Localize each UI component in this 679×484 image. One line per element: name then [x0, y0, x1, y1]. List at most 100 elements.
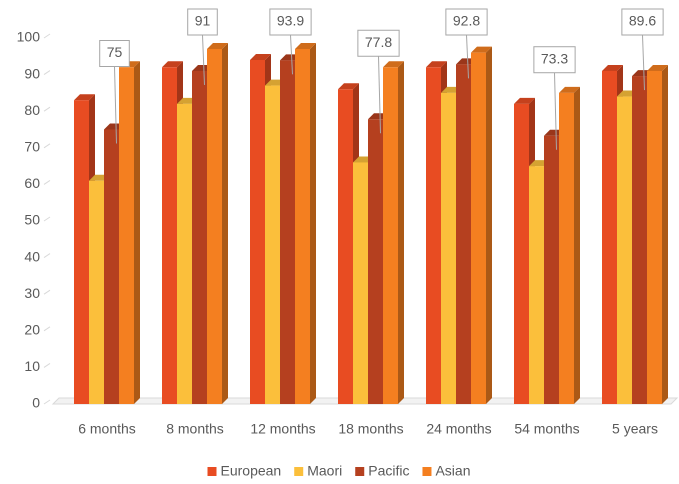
- bar: [559, 92, 574, 405]
- x-tick-label: 5 years: [612, 421, 658, 437]
- y-tick-label: 20: [24, 322, 40, 338]
- callout-box: [621, 8, 664, 36]
- bar: [529, 166, 544, 404]
- data-label: 92.8: [453, 13, 480, 29]
- bar-top: [207, 42, 228, 49]
- legend-swatch: [422, 467, 432, 476]
- callout-line: [554, 72, 557, 150]
- x-tick-label: 18 months: [338, 421, 403, 437]
- bar: [265, 85, 280, 404]
- callout-line: [290, 34, 293, 75]
- bar: [514, 103, 529, 404]
- legend-swatch: [355, 467, 365, 476]
- legend-swatch: [207, 467, 217, 476]
- data-label: 73.3: [541, 50, 568, 66]
- x-tick-label: 12 months: [250, 421, 315, 437]
- legend-label: European: [221, 463, 282, 479]
- tick-mark: [43, 179, 51, 185]
- y-tick-label: 90: [24, 65, 40, 81]
- data-label: 91: [195, 13, 211, 29]
- bar-top: [647, 64, 668, 71]
- bar-side: [486, 46, 492, 404]
- bar-top: [295, 42, 316, 49]
- bar: [207, 48, 222, 404]
- legend-swatch: [294, 467, 304, 476]
- bar-side: [134, 61, 140, 404]
- bar-side: [662, 64, 668, 404]
- tick-mark: [43, 362, 51, 368]
- bar: [617, 96, 632, 404]
- bar: [368, 119, 383, 404]
- callout-box: [99, 40, 130, 67]
- bar-top: [74, 94, 95, 101]
- bar-top: [559, 86, 580, 93]
- tick-mark: [43, 399, 51, 405]
- callout-line: [466, 34, 469, 79]
- y-tick-label: 80: [24, 102, 40, 118]
- callout-line: [378, 56, 381, 134]
- data-label: 89.6: [629, 13, 656, 29]
- y-tick-label: 10: [24, 358, 40, 374]
- data-label: 77.8: [365, 34, 392, 50]
- bar: [89, 180, 104, 404]
- bar-top: [250, 53, 271, 60]
- data-label: 93.9: [277, 13, 304, 29]
- y-tick-label: 0: [32, 395, 40, 411]
- bar: [647, 70, 662, 404]
- bar-top: [514, 97, 535, 104]
- bar-side: [398, 61, 404, 404]
- y-tick-label: 50: [24, 212, 40, 228]
- bar-side: [310, 42, 316, 404]
- callout-box: [445, 8, 488, 36]
- bar: [441, 92, 456, 405]
- y-tick-label: 60: [24, 175, 40, 191]
- bar: [250, 59, 265, 405]
- bar-top: [162, 61, 183, 68]
- tick-mark: [43, 143, 51, 149]
- bar: [338, 89, 353, 405]
- bar: [162, 67, 177, 404]
- bar: [280, 60, 295, 405]
- bar: [104, 129, 119, 404]
- bar: [544, 135, 559, 405]
- bar: [632, 76, 647, 405]
- tick-mark: [43, 289, 51, 295]
- tick-mark: [43, 326, 51, 332]
- bar: [602, 70, 617, 404]
- legend-label: Pacific: [368, 463, 409, 479]
- bar: [456, 64, 471, 405]
- callout-line: [114, 66, 117, 144]
- y-tick-label: 70: [24, 139, 40, 155]
- callout-line: [202, 34, 205, 85]
- tick-mark: [43, 253, 51, 259]
- bar-top: [426, 61, 447, 68]
- callout-box: [269, 8, 312, 36]
- bar: [383, 67, 398, 404]
- y-tick-label: 100: [17, 29, 41, 45]
- callout-box: [187, 8, 218, 36]
- bar: [74, 100, 89, 404]
- bar-side: [574, 86, 580, 405]
- tick-mark: [43, 106, 51, 112]
- bar-side: [222, 42, 228, 404]
- bar: [426, 67, 441, 404]
- bar-top: [602, 64, 623, 71]
- bar: [295, 48, 310, 404]
- x-tick-label: 54 months: [514, 421, 579, 437]
- bar: [119, 67, 134, 404]
- y-tick-label: 30: [24, 285, 40, 301]
- bar: [192, 70, 207, 404]
- legend-label: Maori: [307, 463, 342, 479]
- bar-top: [383, 61, 404, 68]
- callout-box: [533, 46, 576, 74]
- y-tick-label: 40: [24, 248, 40, 264]
- tick-mark: [43, 33, 51, 39]
- tick-mark: [43, 216, 51, 222]
- callout-line: [642, 34, 645, 91]
- legend-label: Asian: [435, 463, 470, 479]
- bar-top: [338, 83, 359, 90]
- bar: [353, 162, 368, 404]
- tick-mark: [43, 70, 51, 76]
- x-tick-label: 8 months: [166, 421, 224, 437]
